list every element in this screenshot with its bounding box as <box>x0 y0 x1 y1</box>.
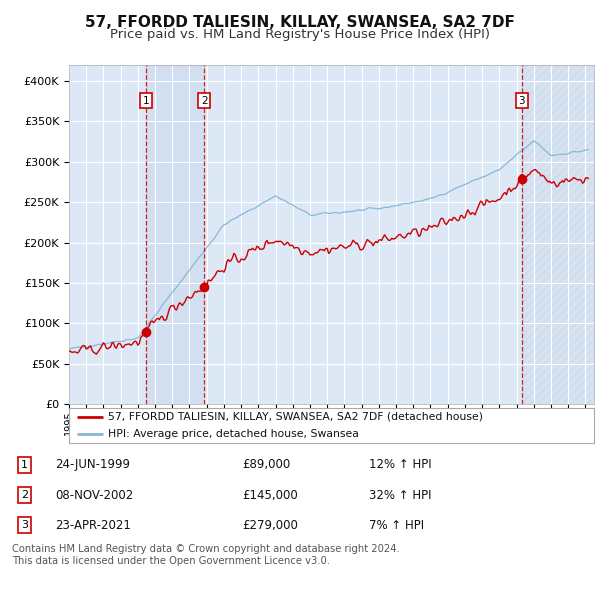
Text: 7% ↑ HPI: 7% ↑ HPI <box>369 519 424 532</box>
Text: HPI: Average price, detached house, Swansea: HPI: Average price, detached house, Swan… <box>109 429 359 439</box>
Text: 24-JUN-1999: 24-JUN-1999 <box>55 458 130 471</box>
Bar <box>146 65 204 404</box>
Text: 12% ↑ HPI: 12% ↑ HPI <box>369 458 432 471</box>
Text: 3: 3 <box>518 96 525 106</box>
Text: 57, FFORDD TALIESIN, KILLAY, SWANSEA, SA2 7DF (detached house): 57, FFORDD TALIESIN, KILLAY, SWANSEA, SA… <box>109 412 484 422</box>
Text: 08-NOV-2002: 08-NOV-2002 <box>55 489 133 502</box>
Text: 57, FFORDD TALIESIN, KILLAY, SWANSEA, SA2 7DF: 57, FFORDD TALIESIN, KILLAY, SWANSEA, SA… <box>85 15 515 30</box>
Text: 1: 1 <box>21 460 28 470</box>
Text: 3: 3 <box>21 520 28 530</box>
Text: Price paid vs. HM Land Registry's House Price Index (HPI): Price paid vs. HM Land Registry's House … <box>110 28 490 41</box>
Text: 2: 2 <box>21 490 28 500</box>
Text: £89,000: £89,000 <box>242 458 290 471</box>
Text: 32% ↑ HPI: 32% ↑ HPI <box>369 489 431 502</box>
Text: £145,000: £145,000 <box>242 489 298 502</box>
Text: £279,000: £279,000 <box>242 519 298 532</box>
Text: Contains HM Land Registry data © Crown copyright and database right 2024.
This d: Contains HM Land Registry data © Crown c… <box>12 544 400 566</box>
Bar <box>522 65 594 404</box>
Text: 1: 1 <box>143 96 149 106</box>
Text: 23-APR-2021: 23-APR-2021 <box>55 519 131 532</box>
Text: 2: 2 <box>201 96 208 106</box>
